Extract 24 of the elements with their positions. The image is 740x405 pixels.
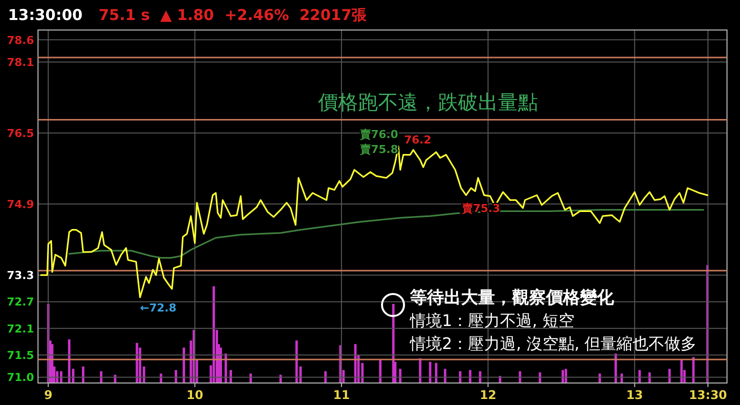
annotation: 情境1：壓力不過, 短空 (409, 311, 574, 330)
x-tick-label: 13 (626, 388, 643, 402)
y-tick-label: 71.0 (6, 371, 34, 384)
chart-title: 13:30:00 (8, 6, 83, 24)
y-tick-label: 72.7 (6, 296, 34, 309)
x-tick-label: 11 (333, 388, 350, 402)
x-tick-label: 10 (186, 388, 204, 402)
y-tick-label: 72.1 (6, 322, 34, 336)
y-tick-label: 74.9 (6, 198, 34, 212)
y-tick-label: 76.5 (6, 127, 34, 140)
y-tick-label: 78.1 (6, 56, 34, 69)
y-tick-label: 71.5 (6, 349, 34, 362)
annotation: 賣75.3 (461, 202, 500, 215)
annotation: 等待出大量，觀察價格變化 (409, 288, 615, 308)
annotation: 76.2 (404, 133, 432, 146)
annotation: ←72.8 (140, 301, 176, 314)
x-tick-label: 13:30 (688, 388, 728, 402)
annotation: 價格跑不遠，跌破出量點 (318, 90, 538, 114)
y-tick-label: 78.6 (6, 34, 34, 47)
x-tick-label: 12 (480, 388, 496, 402)
y-tick-label: 73.3 (6, 269, 34, 282)
chart-subtitle: 75.1 s ▲ 1.80 +2.46% 22017張 (98, 6, 368, 24)
x-tick-label: 9 (44, 388, 52, 402)
annotation: 情境2：壓力過, 沒空點, 但量縮也不做多 (409, 334, 697, 353)
